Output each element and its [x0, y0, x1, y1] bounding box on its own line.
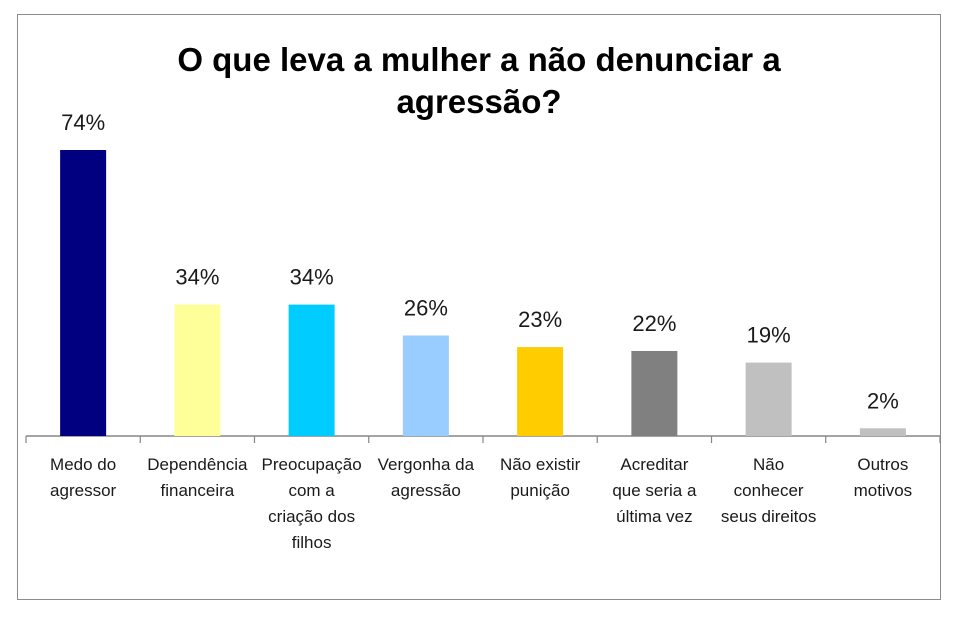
category-label-5: Não existir punição [481, 452, 599, 504]
bar-5 [517, 347, 564, 436]
data-label-2: 34% [175, 265, 219, 290]
category-label-line: com a [288, 481, 335, 500]
category-label-line: agressão [390, 481, 461, 500]
data-label-7: 19% [747, 323, 791, 348]
data-label-1: 74% [61, 110, 105, 135]
data-label-4: 26% [404, 296, 448, 321]
category-label-line: Outros [857, 455, 909, 474]
category-label-line: Não [753, 455, 785, 474]
category-label-line: última vez [616, 507, 693, 526]
category-label-1: Medo do agressor [24, 452, 142, 504]
category-label-line: Vergonha da [377, 455, 475, 474]
category-label-line: criação dos [268, 507, 356, 526]
category-label-line: seus direitos [720, 507, 817, 526]
category-label-line: Acreditar [620, 455, 689, 474]
bar-8 [859, 428, 906, 436]
bar-4 [402, 335, 449, 436]
data-label-3: 34% [290, 265, 334, 290]
category-label-3: Preocupação com a criação dos filhos [253, 452, 371, 556]
category-label-line: Medo do [50, 455, 117, 474]
data-label-6: 22% [632, 311, 676, 336]
category-label-7: Não conhecer seus direitos [710, 452, 828, 530]
category-label-line: agressor [50, 481, 117, 500]
category-label-line: Dependência [147, 455, 248, 474]
category-label-line: motivos [853, 481, 913, 500]
chart-title: O que leva a mulher a não denunciar a ag… [177, 41, 781, 120]
category-label-4: Vergonha da agressão [367, 452, 485, 504]
data-label-5: 23% [518, 307, 562, 332]
category-label-line: punição [510, 481, 570, 500]
category-label-line: Não existir [499, 455, 581, 474]
chart-frame: O que leva a mulher a não denunciar a ag… [17, 14, 941, 600]
bar-2 [174, 304, 221, 436]
bar-6 [631, 350, 678, 436]
bar-3 [288, 304, 335, 436]
category-label-line: filhos [291, 533, 332, 552]
category-label-line: Preocupação [261, 455, 362, 474]
category-label-line: financeira [160, 481, 235, 500]
category-label-6: Acreditar que seria a última vez [595, 452, 713, 530]
data-label-8: 2% [867, 388, 899, 413]
category-label-line: conhecer [733, 481, 804, 500]
category-label-line: que seria a [612, 481, 697, 500]
bar-1 [60, 150, 107, 436]
bar-7 [745, 362, 792, 436]
category-label-2: Dependência financeira [138, 452, 256, 504]
category-label-8: Outros motivos [824, 452, 942, 504]
